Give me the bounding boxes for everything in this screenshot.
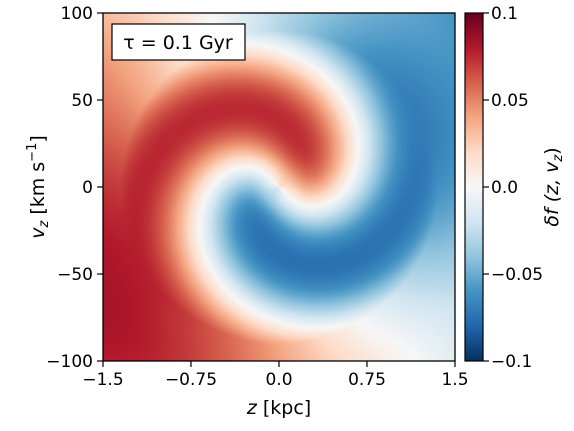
y-axis-label-close: ] (27, 135, 49, 142)
x-axis-label: z [kpc] (246, 397, 311, 419)
x-tick-label: −1.5 (82, 370, 123, 390)
y-tick-label: 50 (71, 91, 93, 111)
y-tick-label: 100 (61, 4, 93, 24)
y-tick-label: −100 (46, 352, 93, 372)
colorbar-tick-label: −0.05 (491, 265, 543, 285)
x-axis-label-unit: [kpc] (257, 397, 311, 419)
x-tick-label: −0.75 (165, 370, 217, 390)
heatmap-area (102, 12, 456, 362)
colorbar-tick-label: 0.1 (491, 4, 518, 24)
y-axis-label-sub: z (37, 220, 52, 229)
y-axis-ticks: −100 −50 0 50 100 (46, 4, 103, 372)
y-axis-label-main: v (27, 227, 49, 239)
heatmap-image (103, 13, 455, 361)
annotation: τ = 0.1 Gyr (111, 23, 246, 61)
colorbar-ticks: −0.1 −0.05 0.0 0.05 0.1 (483, 4, 543, 372)
x-axis-ticks: −1.5 −0.75 0.0 0.75 1.5 (82, 361, 469, 390)
x-tick-label: 1.5 (441, 370, 468, 390)
colorbar-label-close: ) (541, 147, 563, 154)
colorbar-label: δf (z, vz) (541, 147, 566, 226)
y-axis-label-unit: [km s (27, 162, 49, 221)
x-tick-label: 0.75 (348, 370, 386, 390)
annotation-box (111, 23, 246, 61)
y-axis-label-sup: −1 (25, 143, 40, 162)
y-tick-label: −50 (57, 265, 93, 285)
annotation-text: τ = 0.1 Gyr (123, 32, 233, 54)
colorbar-label-sub: z (551, 154, 566, 163)
colorbar-tick-label: 0.0 (491, 178, 518, 198)
y-tick-label: 0 (82, 178, 93, 198)
x-tick-label: 0.0 (265, 370, 292, 390)
colorbar-label-main: δf (z, v (541, 161, 563, 227)
colorbar-bar (464, 12, 484, 362)
colorbar-tick-label: 0.05 (491, 91, 529, 111)
colorbar: −0.1 −0.05 0.0 0.05 0.1 δf (z, vz) (464, 4, 566, 372)
y-axis-label: vz [km s−1] (25, 135, 52, 239)
x-axis-label-main: z (246, 397, 258, 419)
colorbar-tick-label: −0.1 (491, 352, 532, 372)
